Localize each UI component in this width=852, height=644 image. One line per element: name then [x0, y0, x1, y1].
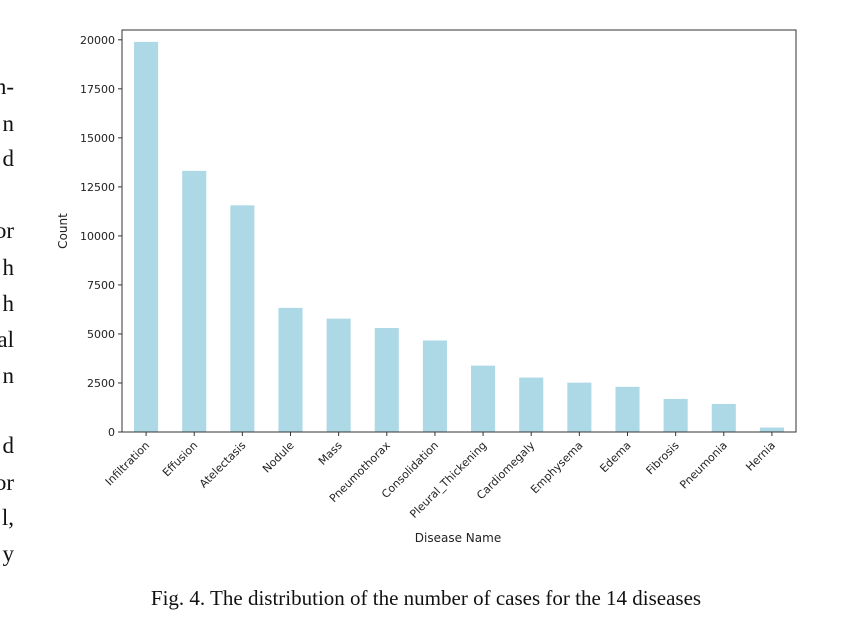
y-tick-label: 15000: [80, 132, 115, 145]
bar-infiltration: [134, 41, 159, 432]
y-tick-label: 0: [108, 426, 115, 439]
x-tick-label: Atelectasis: [197, 439, 249, 491]
bar-cardiomegaly: [519, 377, 544, 432]
bar-effusion: [182, 170, 207, 432]
y-tick-label: 12500: [80, 181, 115, 194]
bar-pleural-thickening: [471, 365, 496, 432]
figure-caption: Fig. 4. The distribution of the number o…: [150, 586, 702, 610]
x-tick-label: Mass: [316, 439, 345, 468]
bar-hernia: [759, 427, 784, 432]
bar-nodule: [278, 307, 303, 432]
side-text-fragment: n-: [0, 74, 14, 99]
x-tick-label: Edema: [597, 439, 633, 475]
y-tick-label: 5000: [87, 328, 115, 341]
side-text-fragment: n: [2, 111, 15, 136]
x-tick-label: Hernia: [743, 439, 778, 474]
bar-mass: [326, 318, 351, 432]
x-tick-label: Fibrosis: [644, 439, 682, 477]
y-axis-label: Count: [56, 213, 70, 249]
side-text-fragment: al: [0, 327, 14, 352]
y-tick-label: 10000: [80, 230, 115, 243]
side-text-fragment: y: [2, 541, 15, 566]
side-text-fragment: or: [0, 218, 14, 243]
side-text-fragment: or: [0, 470, 14, 495]
x-tick-label: Effusion: [160, 439, 200, 479]
x-axis-label: Disease Name: [415, 531, 501, 545]
bar-fibrosis: [663, 398, 688, 432]
x-tick-label: Nodule: [260, 439, 297, 476]
side-text-fragment: h: [2, 255, 15, 280]
bar-chart: 0 2500 5000 7500 10000 12500 15000 17500 20000 I…: [56, 29, 797, 545]
bar-edema: [615, 386, 640, 432]
bar-atelectasis: [230, 205, 255, 432]
bar-pneumonia: [711, 403, 736, 432]
y-axis: 0 2500 5000 7500 10000 12500 15000 17500 20000: [80, 34, 122, 439]
x-tick-label: Pneumonia: [677, 439, 730, 492]
side-text-fragment: n: [2, 363, 15, 388]
y-tick-label: 2500: [87, 377, 115, 390]
side-text-fragment: d: [2, 433, 15, 458]
plot-frame: [121, 29, 797, 433]
bars-group: [134, 41, 784, 432]
bar-emphysema: [567, 382, 592, 432]
side-text-fragment: l,: [1, 505, 14, 530]
y-tick-label: 20000: [80, 34, 115, 47]
y-tick-label: 17500: [80, 83, 115, 96]
bar-consolidation: [422, 340, 447, 432]
x-tick-label: Infiltration: [103, 439, 152, 488]
bar-pneumothorax: [374, 328, 399, 432]
side-text-fragment: d: [2, 146, 15, 171]
y-tick-label: 7500: [87, 279, 115, 292]
side-text-fragment: h: [2, 291, 15, 316]
